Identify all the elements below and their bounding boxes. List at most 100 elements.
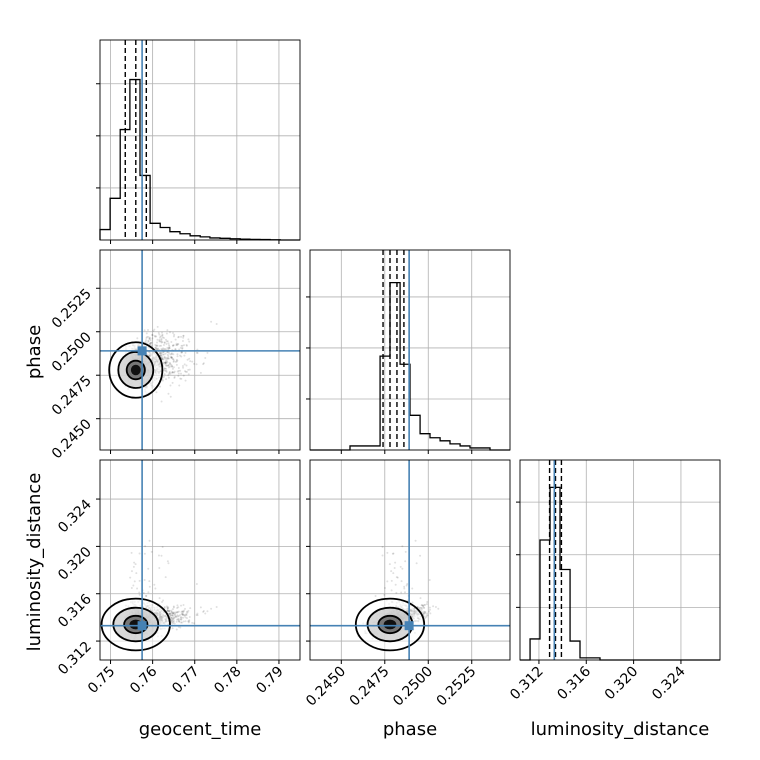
sample-point [159, 352, 162, 355]
sample-point [163, 606, 166, 609]
sample-point [186, 611, 189, 614]
sample-point [173, 370, 176, 373]
sample-point [422, 610, 425, 613]
sample-point [185, 344, 188, 347]
sample-point [390, 570, 393, 573]
sample-point [163, 361, 166, 364]
sample-point [183, 344, 186, 347]
sample-point [188, 368, 191, 371]
sample-point [425, 603, 428, 606]
y-tick-label: 0.316 [55, 591, 95, 631]
sample-point [170, 352, 173, 355]
sample-point [157, 332, 160, 335]
sample-point [423, 603, 426, 606]
sample-point [156, 325, 159, 328]
sample-point [165, 340, 168, 343]
sample-point [172, 360, 175, 363]
sample-point [181, 344, 184, 347]
sample-point [176, 353, 179, 356]
sample-point [182, 610, 185, 613]
sample-point [180, 612, 183, 615]
sample-point [158, 336, 161, 339]
sample-point [422, 604, 425, 607]
sample-point [170, 610, 173, 613]
sample-point [171, 365, 174, 368]
sample-point [172, 611, 175, 614]
sample-point [159, 352, 162, 355]
sample-point [154, 343, 157, 346]
sample-point [169, 614, 172, 617]
sample-point [173, 375, 176, 378]
sample-point [182, 603, 185, 606]
sample-point [166, 607, 169, 610]
sample-point [160, 347, 163, 350]
sample-point [429, 612, 432, 615]
sample-point [161, 357, 164, 360]
sample-point [161, 358, 164, 361]
panel-background [310, 250, 510, 450]
sample-point [151, 334, 154, 337]
sample-point [182, 335, 185, 338]
sample-point [163, 367, 166, 370]
x-tick-label: 0.320 [602, 664, 642, 704]
sample-point [182, 334, 185, 337]
sample-point [164, 362, 167, 365]
sample-point [177, 619, 180, 622]
sample-point [160, 352, 163, 355]
sample-point [424, 610, 427, 613]
sample-point [175, 628, 178, 631]
sample-point [170, 619, 173, 622]
sample-point [161, 341, 164, 344]
sample-point [146, 335, 149, 338]
sample-point [176, 355, 179, 358]
sample-point [176, 344, 179, 347]
sample-point [404, 550, 407, 553]
sample-point [153, 328, 156, 331]
sample-point [174, 348, 177, 351]
sample-point [169, 612, 172, 615]
sample-point [400, 591, 403, 594]
sample-point [175, 611, 178, 614]
sample-point [184, 379, 187, 382]
sample-point [161, 356, 164, 359]
sample-point [183, 613, 186, 616]
sample-point [174, 338, 177, 341]
sample-point [172, 606, 175, 609]
sample-point [432, 605, 435, 608]
sample-point [153, 583, 156, 586]
sample-point [193, 622, 196, 625]
sample-point [159, 385, 162, 388]
sample-point [188, 616, 191, 619]
sample-point [181, 339, 184, 342]
sample-point [166, 609, 169, 612]
sample-point [155, 347, 158, 350]
sample-point [204, 356, 207, 359]
sample-point [170, 355, 173, 358]
sample-point [136, 337, 139, 340]
sample-point [186, 358, 189, 361]
panel-2-2: 0.312 0.316 0.320 0.324 [507, 459, 721, 704]
sample-point [422, 605, 425, 608]
sample-point [185, 370, 188, 373]
sample-point [185, 343, 188, 346]
sample-point [160, 351, 163, 354]
sample-point [159, 353, 162, 356]
sample-point [183, 363, 186, 366]
sample-point [420, 604, 423, 607]
sample-point [181, 612, 184, 615]
sample-point [161, 333, 164, 336]
sample-point [148, 336, 151, 339]
sample-point [196, 612, 199, 615]
x-label-luminosity-distance: luminosity_distance [531, 719, 710, 740]
sample-point [423, 611, 426, 614]
sample-point [434, 605, 437, 608]
sample-point [161, 353, 164, 356]
sample-point [195, 363, 198, 366]
sample-point [386, 551, 389, 554]
sample-point [421, 607, 424, 610]
sample-point [135, 572, 138, 575]
sample-point [428, 608, 431, 611]
sample-point [189, 360, 192, 363]
